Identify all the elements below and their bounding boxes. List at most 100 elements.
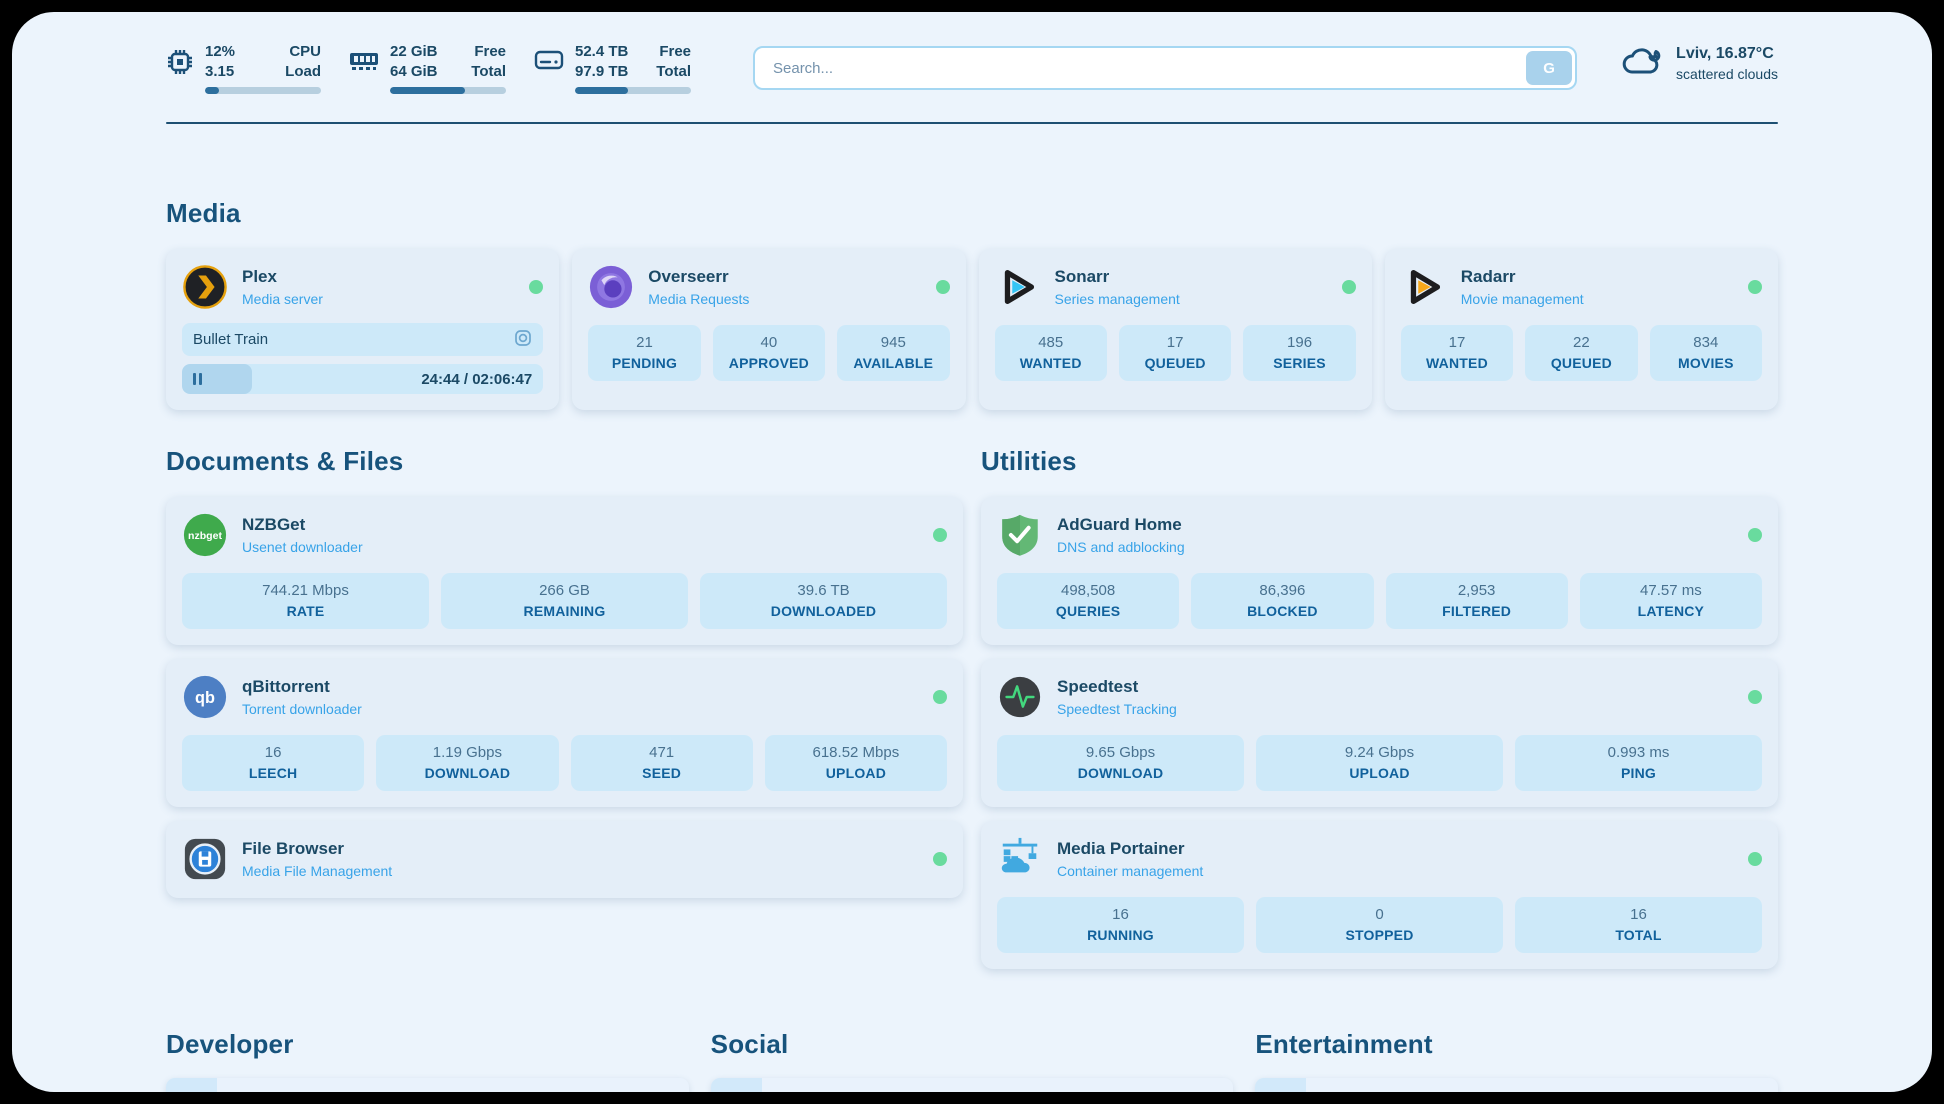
ram-progress-fill [390,87,466,94]
stat-remaining: 266 GB REMAINING [441,573,688,629]
app-card-portainer[interactable]: Media Portainer Container management 16 R… [981,821,1778,969]
section-utilities: Utilities AdGuard Home D [981,446,1778,969]
link-github[interactable]: GH Github github.com [166,1078,689,1092]
svg-text:qb: qb [195,689,215,707]
stat-blocked: 86,396 BLOCKED [1191,573,1374,629]
stat-wanted: 17 WANTED [1400,325,1514,381]
section-developer: Developer GH Github github.com SO StackO… [166,1029,689,1092]
app-title: AdGuard Home [1057,515,1182,534]
speedtest-icon [997,674,1043,720]
app-subtitle: Speedtest Tracking [1057,701,1177,717]
disk-progress-track [575,87,691,94]
playback-time: 24:44 / 02:06:47 [421,370,533,388]
stat-ping: 0.993 ms PING [1515,735,1762,791]
stat-queued: 17 QUEUED [1118,325,1232,381]
ram-label-bottom: Total [471,62,506,80]
link-linkedin[interactable]: LI LinkedIn linkedin.com [710,1078,1234,1092]
status-dot [933,528,947,542]
adguard-icon [997,512,1043,558]
stat-total: 16 TOTAL [1515,897,1762,953]
app-subtitle: Series management [1054,291,1180,307]
app-card-radarr[interactable]: Radarr Movie management 17 WANTED 22 QUEUE… [1384,249,1778,410]
app-title: Media Portainer [1057,839,1185,858]
dashboard-page: 12% CPU 3.15 Load 22 GiB Free 64 GiB Total [12,12,1932,1092]
cpu-load: 3.15 [205,62,235,80]
status-dot [933,690,947,704]
ram-label-top: Free [474,43,506,60]
link-youtube[interactable]: YT YouTube youtube.com [1255,1078,1778,1092]
ram-free: 22 GiB [390,43,438,60]
disk-stat: 52.4 TB Free 97.9 TB Total [534,42,691,94]
app-subtitle: Torrent downloader [242,701,362,717]
stat-rate: 744.21 Mbps RATE [182,573,429,629]
stat-download: 1.19 Gbps DOWNLOAD [376,735,559,791]
filebrowser-icon [182,836,228,882]
app-subtitle: Usenet downloader [242,539,363,555]
status-dot [1341,280,1356,294]
stat-downloaded: 39.6 TB DOWNLOADED [700,573,947,629]
weather-condition: scattered clouds [1676,66,1778,82]
topbar-divider [166,122,1778,124]
stat-running: 16 RUNNING [997,897,1244,953]
stat-stopped: 0 STOPPED [1256,897,1503,953]
stat-filtered: 2,953 FILTERED [1385,573,1568,629]
weather-widget: Lviv, 16.87°C scattered clouds [1621,45,1778,82]
stat-movies: 834 MOVIES [1649,325,1763,381]
svg-text:nzbget: nzbget [188,530,222,542]
now-playing-title: Bullet Train [193,331,269,348]
disk-free: 52.4 TB [575,43,629,60]
status-dot [1748,528,1762,542]
status-dot [529,280,544,294]
app-subtitle: Media Requests [648,291,750,307]
app-card-sonarr[interactable]: Sonarr Series management 485 WANTED 17 QUE… [978,249,1372,410]
ram-stat: 22 GiB Free 64 GiB Total [349,42,506,94]
search-bar: G [753,46,1578,90]
search-input[interactable] [753,46,1578,90]
status-dot [933,852,947,866]
ram-total: 64 GiB [390,62,438,80]
disk-label-bottom: Total [656,62,691,80]
app-title: Overseerr [648,267,729,286]
section-title-developer: Developer [166,1029,294,1059]
app-card-nzbget[interactable]: nzbget NZBGet Usenet downloader 744.21 M… [166,497,963,645]
disk-progress-fill [575,87,629,94]
app-title: NZBGet [242,515,306,534]
playback-progress-bar: 24:44 / 02:06:47 [182,364,544,394]
disk-icon [534,42,564,77]
app-subtitle: Movie management [1460,291,1584,307]
app-card-adguard[interactable]: AdGuard Home DNS and adblocking 498,508 Q… [981,497,1778,645]
cpu-label-top: CPU [289,43,321,60]
status-dot [1748,280,1762,294]
app-title: Plex [242,267,277,286]
portainer-icon [997,836,1043,882]
disk-total: 97.9 TB [575,62,629,80]
app-title: qBittorrent [242,677,330,696]
stat-leech: 16 LEECH [182,735,365,791]
stat-queries: 498,508 QUERIES [997,573,1180,629]
app-card-filebrowser[interactable]: File Browser Media File Management [166,821,963,898]
stat-wanted: 485 WANTED [994,325,1107,381]
camera-icon[interactable] [514,329,532,351]
app-subtitle: Container management [1057,863,1204,879]
app-subtitle: Media server [242,291,323,307]
stat-upload: 9.24 Gbps UPLOAD [1256,735,1503,791]
top-bar: 12% CPU 3.15 Load 22 GiB Free 64 GiB Total [166,42,1778,94]
app-title: Radarr [1460,267,1516,286]
app-card-speedtest[interactable]: Speedtest Speedtest Tracking 9.65 Gbps DO… [981,659,1778,807]
app-card-qbittorrent[interactable]: qb qBittorrent Torrent downloader 16 LEEC… [166,659,963,807]
section-title-entertainment: Entertainment [1255,1029,1433,1059]
app-subtitle: Media File Management [242,863,393,879]
cpu-progress-track [205,87,321,94]
section-entertainment: Entertainment YT YouTube youtube.com NF … [1255,1029,1778,1092]
cpu-usage: 12% [205,43,236,60]
pause-icon[interactable] [193,373,202,385]
app-card-plex[interactable]: Plex Media server Bullet Train [166,249,560,410]
stat-seed: 471 SEED [570,735,753,791]
stat-download: 9.65 Gbps DOWNLOAD [997,735,1244,791]
overseerr-icon [588,264,634,310]
cloud-icon [1621,45,1663,82]
now-playing-row: Bullet Train [182,323,544,356]
app-card-overseerr[interactable]: Overseerr Media Requests 21 PENDING 40 APP… [572,249,966,410]
cpu-icon [166,42,194,81]
search-provider-button[interactable]: G [1526,51,1573,85]
